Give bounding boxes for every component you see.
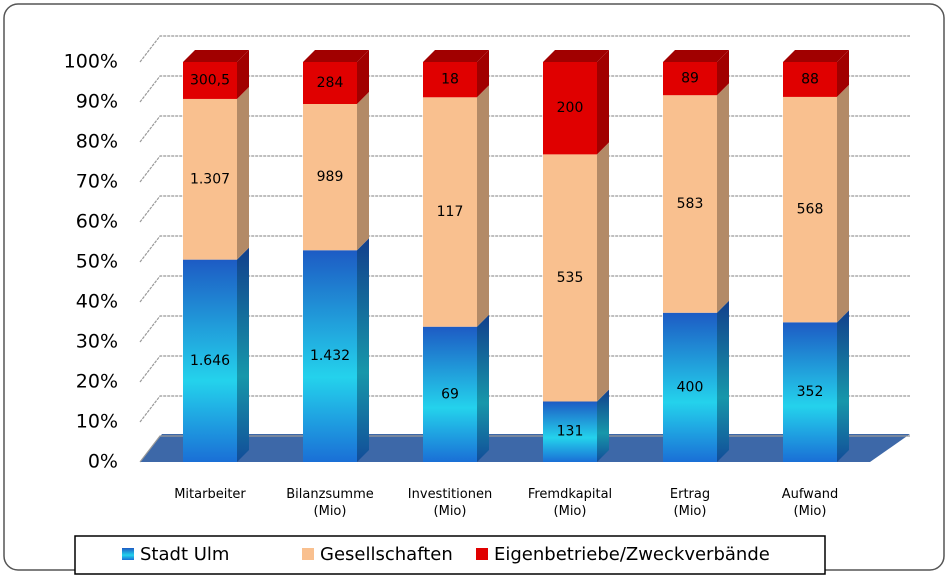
bar-side: [477, 50, 489, 98]
bar-side: [717, 50, 729, 96]
grid-line: [139, 195, 910, 223]
x-tick-label: Fremdkapital (Mio): [527, 487, 613, 519]
bar-side: [837, 50, 849, 97]
bar-segment: [663, 95, 717, 313]
bar-side: [357, 238, 369, 462]
bar-side: [477, 85, 489, 327]
y-tick-label: 50%: [76, 251, 118, 273]
legend-swatch: [476, 548, 488, 560]
x-tick-label: Aufwand (Mio): [781, 487, 839, 519]
grid-line: [139, 75, 910, 103]
bar-segment: [663, 312, 717, 462]
bar-side: [357, 50, 369, 104]
bar-segment: [543, 62, 597, 155]
bar-top: [783, 50, 849, 62]
bar-side: [237, 247, 249, 462]
y-tick-label: 20%: [76, 371, 118, 393]
data-label: 568: [797, 202, 824, 218]
bar-side: [717, 83, 729, 313]
data-label: 89: [681, 71, 699, 87]
bar-segment: [183, 98, 237, 260]
y-tick-label: 60%: [76, 211, 118, 233]
y-tick-label: 40%: [76, 291, 118, 313]
grid-line: [139, 115, 910, 143]
bar-top: [183, 50, 249, 62]
data-label: 18: [441, 72, 459, 88]
bar-side: [597, 50, 609, 155]
data-label: 200: [557, 100, 584, 116]
bar-segment: [783, 62, 837, 97]
bar-side: [237, 86, 249, 260]
data-label: 131: [557, 424, 584, 440]
data-label: 300,5: [190, 72, 230, 88]
legend-label: Eigenbetriebe/Zweckverbände: [494, 544, 770, 565]
legend-swatch: [302, 548, 314, 560]
y-tick-label: 0%: [88, 451, 118, 473]
grid-line: [139, 155, 910, 183]
bar-segment: [783, 322, 837, 462]
data-label: 400: [677, 379, 704, 395]
bar-segment: [423, 326, 477, 462]
data-label: 989: [317, 169, 344, 185]
data-label: 583: [677, 196, 704, 212]
y-tick-label: 80%: [76, 131, 118, 153]
bar-segment: [183, 62, 237, 99]
data-label: 69: [441, 386, 459, 402]
bar-segment: [543, 401, 597, 462]
legend-label: Gesellschaften: [320, 544, 453, 565]
data-label: 88: [801, 71, 819, 87]
bar-side: [597, 389, 609, 462]
legend-swatch: [122, 548, 134, 560]
bar-side: [477, 314, 489, 462]
y-tick-label: 70%: [76, 171, 118, 193]
bar-top: [303, 50, 369, 62]
bar-side: [597, 142, 609, 402]
grid-line: [139, 315, 910, 343]
bar-segment: [183, 259, 237, 462]
bar-segment: [783, 96, 837, 323]
bar-top: [663, 50, 729, 62]
data-label: 352: [797, 384, 824, 400]
bar-top: [543, 50, 609, 62]
bar-side: [237, 50, 249, 99]
bar-side: [837, 84, 849, 323]
data-label: 1.646: [190, 353, 230, 369]
bar-side: [837, 310, 849, 462]
bar-segment: [543, 154, 597, 402]
bar-segment: [423, 62, 477, 98]
grid-line: [139, 235, 910, 263]
bar-side: [717, 300, 729, 462]
data-label: 284: [317, 75, 344, 91]
grid-line: [139, 355, 910, 383]
bar-segment: [663, 62, 717, 96]
legend-label: Stadt Ulm: [140, 544, 229, 565]
bar-segment: [303, 250, 357, 462]
grid-line: [139, 35, 910, 63]
data-label: 117: [437, 204, 464, 220]
data-label: 1.432: [310, 348, 350, 364]
x-tick-label: Mitarbeiter: [174, 487, 246, 502]
data-label: 1.307: [190, 171, 230, 187]
x-tick-label: Bilanzsumme (Mio): [286, 487, 374, 519]
grid-line: [139, 435, 910, 463]
x-tick-label: Investitionen (Mio): [407, 487, 493, 519]
bar-top: [423, 50, 489, 62]
data-label: 535: [557, 270, 584, 286]
legend-box: [74, 535, 826, 575]
y-tick-label: 10%: [76, 411, 118, 433]
bar-segment: [303, 62, 357, 104]
y-tick-label: 30%: [76, 331, 118, 353]
grid-line: [139, 275, 910, 303]
x-tick-label: Ertrag (Mio): [669, 487, 711, 519]
bar-segment: [303, 103, 357, 251]
y-tick-label: 100%: [64, 51, 118, 73]
y-tick-label: 90%: [76, 91, 118, 113]
bar-segment: [423, 97, 477, 327]
grid-line: [139, 395, 910, 423]
bar-side: [357, 91, 369, 251]
